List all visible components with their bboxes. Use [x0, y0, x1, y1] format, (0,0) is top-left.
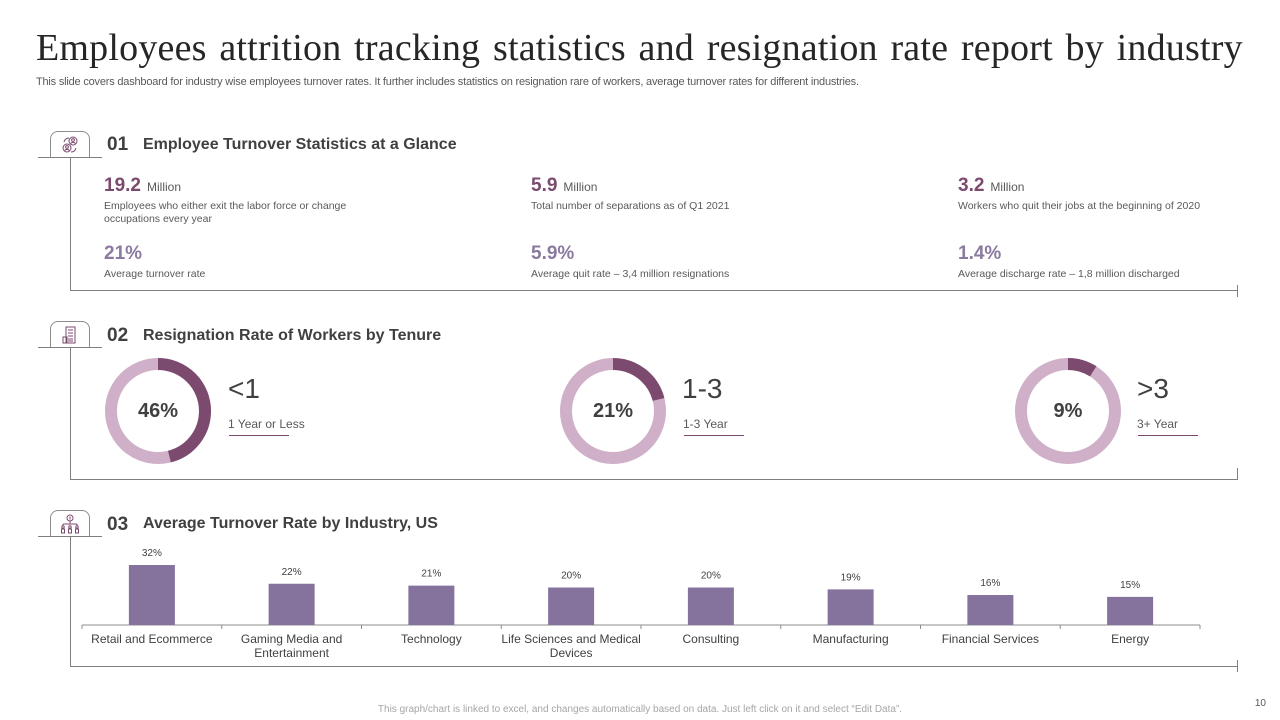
- section2-frame-left: [70, 347, 71, 480]
- donut-value: 46%: [137, 399, 179, 422]
- donut-chart-under-1: [105, 358, 211, 464]
- stat-value: 5.9%: [531, 243, 575, 264]
- section3-frame-tick: [1237, 660, 1238, 672]
- section1-title: Employee Turnover Statistics at a Glance: [143, 136, 457, 153]
- stat-unit: Million: [146, 180, 181, 194]
- section2-icon-tab: [50, 321, 90, 347]
- tenure-underline: [1138, 435, 1198, 436]
- bar: [827, 589, 874, 625]
- stat-description: Employees who either exit the labor forc…: [104, 200, 347, 225]
- bar: [548, 587, 595, 625]
- stat-value: 21%: [104, 243, 143, 264]
- stat-turnover-rate: 21% Average turnover rate: [104, 243, 374, 281]
- x-tick-label: Technology: [401, 632, 462, 646]
- chart-link-note: This graph/chart is linked to excel, and…: [377, 704, 903, 715]
- section1-frame-left: [70, 157, 71, 291]
- bar-data-label: 32%: [142, 548, 162, 559]
- donut-arc: [560, 358, 666, 464]
- tenure-caption: 3+ Year: [1137, 417, 1179, 431]
- stat-description: Total number of separations as of Q1 202…: [531, 200, 730, 212]
- stat-description: Average quit rate – 3,4 million resignat…: [531, 268, 730, 280]
- section3-title: Average Turnover Rate by Industry, US: [143, 515, 438, 532]
- bar-data-label: 20%: [561, 571, 581, 582]
- stat-value: 5.9: [531, 175, 558, 196]
- stat-discharge-rate: 1.4% Average discharge rate – 1,8 millio…: [958, 243, 1228, 281]
- bar-data-label: 16%: [980, 578, 1000, 589]
- tenure-caption: 1-3 Year: [683, 417, 728, 431]
- section3-icon-tab: [50, 510, 90, 536]
- bar: [1107, 596, 1154, 625]
- bar-data-label: 15%: [1120, 580, 1140, 591]
- section2-number: 02: [107, 325, 129, 346]
- bar: [268, 583, 315, 625]
- bar: [408, 585, 455, 625]
- stat-unit: Million: [563, 180, 598, 194]
- bar-data-label: 20%: [701, 571, 721, 582]
- tenure-caption: 1 Year or Less: [228, 417, 305, 431]
- tenure-range: 1-3: [682, 373, 723, 404]
- industry-turnover-bar-chart: 32% Retail and Ecommerce 22% Gaming Media a…: [81, 548, 1201, 660]
- x-tick-label: Energy: [1111, 632, 1149, 646]
- section3-frame-left: [70, 536, 71, 667]
- donut-value: 9%: [1053, 399, 1083, 422]
- bar: [128, 565, 175, 625]
- x-tick-label: Life Sciences and Medical Devices: [501, 632, 640, 660]
- donut-chart-1-3: [560, 358, 666, 464]
- org-chart-dollar-icon: [61, 514, 79, 533]
- tenure-range: >3: [1137, 373, 1169, 404]
- stat-description: Average discharge rate – 1,8 million dis…: [958, 268, 1180, 280]
- bar-data-label: 21%: [421, 569, 441, 580]
- page-title: Employees attrition tracking statistics …: [36, 27, 1243, 69]
- page-subtitle: This slide covers dashboard for industry…: [36, 76, 859, 88]
- x-tick-label: Gaming Media and Entertainment: [241, 632, 342, 660]
- x-tick-label: Manufacturing: [813, 632, 889, 646]
- bar-data-label: 22%: [282, 567, 302, 578]
- section2-frame-bottom: [70, 479, 1237, 480]
- section2-frame-tick: [1237, 468, 1238, 480]
- donut-arc: [105, 358, 211, 464]
- stat-quit-rate: 5.9% Average quit rate – 3,4 million res…: [531, 243, 801, 281]
- building-icon: [62, 326, 76, 343]
- stat-separations: 5.9 Million Total number of separations a…: [531, 175, 801, 213]
- section3-frame-bottom: [70, 666, 1237, 667]
- bar-data-label: 19%: [841, 572, 861, 583]
- stat-value: 1.4%: [958, 243, 1002, 264]
- stat-description: Average turnover rate: [104, 268, 206, 280]
- section1-number: 01: [107, 134, 129, 155]
- stat-employees-exit: 19.2 Million Employees who either exit th…: [104, 175, 374, 226]
- x-tick-label: Retail and Ecommerce: [91, 632, 213, 646]
- section3-number: 03: [107, 514, 129, 535]
- section1-frame-tick: [1237, 285, 1238, 297]
- people-exchange-icon: [62, 136, 78, 152]
- tenure-underline: [229, 435, 289, 436]
- stat-value: 3.2: [958, 175, 985, 196]
- stat-description: Workers who quit their jobs at the begin…: [958, 200, 1201, 212]
- x-tick-label: Financial Services: [942, 632, 1039, 646]
- tenure-range: <1: [228, 373, 260, 404]
- section1-icon-tab: [50, 131, 90, 157]
- stat-value: 19.2: [104, 175, 141, 196]
- x-tick-label: Consulting: [683, 632, 740, 646]
- stat-workers-quit: 3.2 Million Workers who quit their jobs a…: [958, 175, 1228, 213]
- page-number: 10: [1254, 698, 1266, 709]
- stat-unit: Million: [990, 180, 1025, 194]
- donut-value: 21%: [592, 399, 634, 422]
- bar: [967, 595, 1014, 625]
- donut-chart-over-3: [1015, 358, 1121, 464]
- tenure-underline: [684, 435, 744, 436]
- donut-arc: [1015, 358, 1121, 464]
- bar: [687, 587, 734, 625]
- section1-frame-bottom: [70, 290, 1237, 291]
- section2-title: Resignation Rate of Workers by Tenure: [143, 327, 442, 344]
